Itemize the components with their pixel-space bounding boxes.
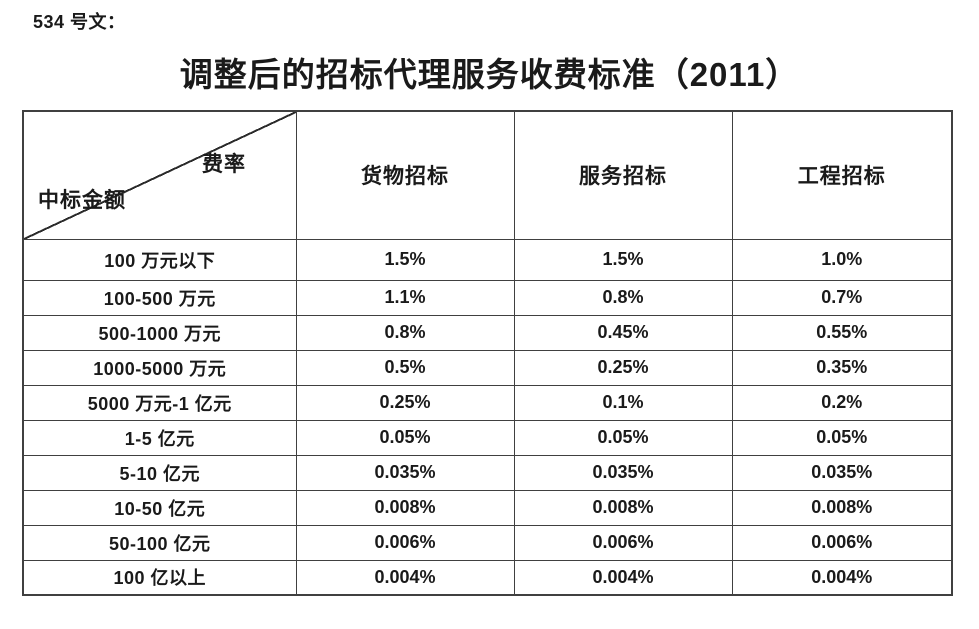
table-row: 1-5 亿元 0.05% 0.05% 0.05%: [22, 419, 953, 456]
row-label: 100-500 万元: [22, 279, 297, 316]
fee-value-cell: 0.7%: [731, 279, 953, 316]
fee-value-cell: 0.8%: [513, 279, 733, 316]
row-label: 100 亿以上: [22, 559, 297, 596]
row-label: 1-5 亿元: [22, 419, 297, 456]
diagonal-line: [24, 112, 296, 239]
table-row: 100 亿以上 0.004% 0.004% 0.004%: [22, 559, 953, 596]
table-row: 500-1000 万元 0.8% 0.45% 0.55%: [22, 314, 953, 351]
fee-value-cell: 0.5%: [295, 349, 515, 386]
table-row: 100-500 万元 1.1% 0.8% 0.7%: [22, 279, 953, 316]
fee-value-cell: 1.1%: [295, 279, 515, 316]
fee-value-cell: 1.0%: [731, 238, 953, 281]
fee-value-cell: 1.5%: [295, 238, 515, 281]
fee-value-cell: 0.25%: [295, 384, 515, 421]
corner-amount-label: 中标金额: [38, 189, 126, 212]
row-label: 10-50 亿元: [22, 489, 297, 526]
row-label: 100 万元以下: [22, 238, 297, 281]
fee-value-cell: 0.05%: [513, 419, 733, 456]
corner-rate-label: 费率: [202, 153, 246, 176]
table-row: 50-100 亿元 0.006% 0.006% 0.006%: [22, 524, 953, 561]
row-label: 5-10 亿元: [22, 454, 297, 491]
fee-value-cell: 0.05%: [295, 419, 515, 456]
column-header-goods-bidding: 货物招标: [295, 110, 515, 240]
fee-value-cell: 0.006%: [513, 524, 733, 561]
fee-value-cell: 0.008%: [295, 489, 515, 526]
fee-value-cell: 0.035%: [513, 454, 733, 491]
row-label: 50-100 亿元: [22, 524, 297, 561]
fee-value-cell: 0.1%: [513, 384, 733, 421]
fee-table: 费率 中标金额 货物招标 服务招标 工程招标 100 万元以下 1.5% 1.5…: [22, 110, 953, 596]
column-header-service-bidding: 服务招标: [513, 110, 733, 240]
table-row: 1000-5000 万元 0.5% 0.25% 0.35%: [22, 349, 953, 386]
fee-value-cell: 0.035%: [295, 454, 515, 491]
corner-header-cell: 费率 中标金额: [22, 110, 297, 240]
fee-value-cell: 0.008%: [731, 489, 953, 526]
doc-number-label: 534 号文：: [33, 12, 126, 32]
row-label: 500-1000 万元: [22, 314, 297, 351]
table-row: 10-50 亿元 0.008% 0.008% 0.008%: [22, 489, 953, 526]
row-label: 1000-5000 万元: [22, 349, 297, 386]
row-label: 5000 万元-1 亿元: [22, 384, 297, 421]
table-row: 5-10 亿元 0.035% 0.035% 0.035%: [22, 454, 953, 491]
fee-value-cell: 1.5%: [513, 238, 733, 281]
fee-value-cell: 0.006%: [731, 524, 953, 561]
fee-value-cell: 0.008%: [513, 489, 733, 526]
fee-value-cell: 0.35%: [731, 349, 953, 386]
fee-value-cell: 0.2%: [731, 384, 953, 421]
column-header-engineering-bidding: 工程招标: [731, 110, 953, 240]
fee-value-cell: 0.45%: [513, 314, 733, 351]
page-title: 调整后的招标代理服务收费标准（2011）: [179, 56, 800, 93]
fee-value-cell: 0.006%: [295, 524, 515, 561]
table-row: 100 万元以下 1.5% 1.5% 1.0%: [22, 238, 953, 281]
fee-value-cell: 0.25%: [513, 349, 733, 386]
fee-value-cell: 0.035%: [731, 454, 953, 491]
fee-value-cell: 0.05%: [731, 419, 953, 456]
fee-value-cell: 0.8%: [295, 314, 515, 351]
fee-value-cell: 0.55%: [731, 314, 953, 351]
fee-value-cell: 0.004%: [295, 559, 515, 596]
fee-value-cell: 0.004%: [513, 559, 733, 596]
table-header-row: 费率 中标金额 货物招标 服务招标 工程招标: [22, 110, 953, 240]
table-row: 5000 万元-1 亿元 0.25% 0.1% 0.2%: [22, 384, 953, 421]
fee-value-cell: 0.004%: [731, 559, 953, 596]
